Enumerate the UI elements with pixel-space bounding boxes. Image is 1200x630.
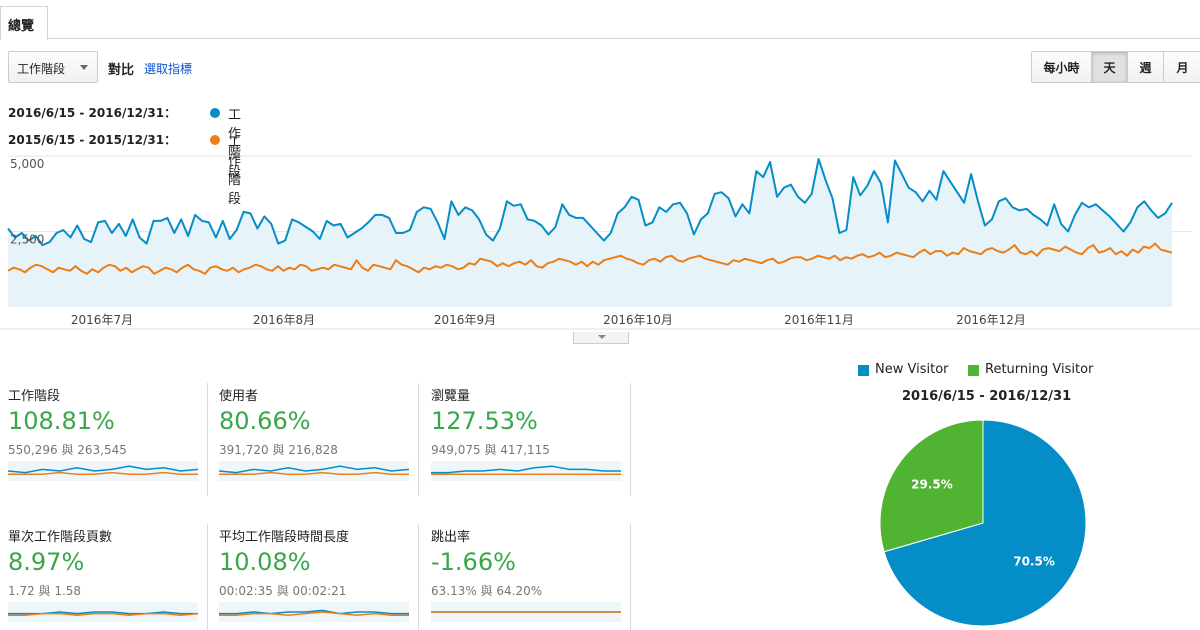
granularity-month-button[interactable]: 月 [1164,52,1200,82]
metric-dropdown[interactable]: 工作階段 [8,51,98,83]
sparkline-series [8,612,198,616]
tile-values: 550,296 與 263,545 [8,443,127,457]
tile-percent-change: 10.08% [219,548,311,576]
tab-overview[interactable]: 總覽 [0,6,48,40]
vs-label: 對比 [108,63,135,78]
series-line [7,242,1173,275]
x-tick-label: 2016年11月 [784,313,854,327]
legend-row-previous: 2015/6/15 - 2015/12/31： 工作階段 [8,131,241,207]
x-tick-label: 2016年10月 [603,313,673,327]
tile-divider [207,524,208,630]
metric-tile-pageviews[interactable]: 瀏覽量 127.53% 949,075 與 417,115 [431,385,631,500]
granularity-day-button[interactable]: 天 [1092,52,1128,82]
granularity-week-button[interactable]: 週 [1128,52,1164,82]
tile-title: 單次工作階段頁數 [8,530,113,545]
tile-title: 瀏覽量 [431,389,471,404]
metric-tile-users[interactable]: 使用者 80.66% 391,720 與 216,828 [219,385,419,500]
x-tick-label: 2016年9月 [434,313,496,327]
chevron-down-icon [598,335,606,339]
legend-swatch-icon [858,365,869,376]
sparkline-area [8,461,198,481]
tile-title: 跳出率 [431,530,471,545]
tile-title: 平均工作階段時間長度 [219,530,350,545]
series-dot-icon [210,108,220,118]
tile-divider [630,383,631,496]
tile-values: 391,720 與 216,828 [219,443,338,457]
chart-toolbar: 工作階段 對比 選取指標 每小時 天 週 月 [8,51,1200,83]
tile-divider [630,524,631,630]
tile-percent-change: 8.97% [8,548,85,576]
tile-sparkline [431,461,621,481]
metric-tile-sessions[interactable]: 工作階段 108.81% 550,296 與 263,545 [8,385,208,500]
tile-percent-change: 127.53% [431,407,538,435]
granularity-hourly-button[interactable]: 每小時 [1032,52,1092,82]
tile-percent-change: -1.66% [431,548,516,576]
pie-slice-label: 29.5% [911,478,953,492]
sparkline-series [219,611,409,616]
x-tick-label: 2016年8月 [253,313,315,327]
sparkline-area [431,461,621,481]
tile-sparkline [8,461,198,481]
tile-percent-change: 108.81% [8,407,115,435]
tile-values: 00:02:35 與 00:02:21 [219,584,347,598]
tile-sparkline [219,461,409,481]
legend-date-range: 2016/6/15 - 2016/12/31： [8,106,177,120]
y-tick-label: 5,000 [10,157,44,171]
tile-title: 使用者 [219,389,259,404]
legend-returning-visitor[interactable]: Returning Visitor [985,362,1094,377]
legend-row-current: 2016/6/15 - 2016/12/31： 工作階段 [8,104,241,180]
tile-title: 工作階段 [8,389,61,404]
sparkline-series [219,465,409,474]
sessions-line-chart: 5,000 2,500 2016年7月 2016年8月 2016年9月 2016年10月 2… [0,155,1200,330]
y-tick-label: 2,500 [10,233,44,247]
metric-tile-bounce-rate[interactable]: 跳出率 -1.66% 63.13% 與 64.20% [431,526,631,630]
granularity-switcher: 每小時 天 週 月 [1031,51,1200,83]
tile-values: 949,075 與 417,115 [431,443,550,457]
chart-collapse-handle[interactable] [573,332,629,344]
tile-divider [207,383,208,496]
pie-slice[interactable] [879,419,984,553]
sparkline-series [8,465,198,474]
tile-percent-change: 80.66% [219,407,311,435]
series-line [7,158,1173,247]
legend-metric-label: 工作階段 [228,108,242,180]
tile-values: 1.72 與 1.58 [8,584,82,598]
metric-tile-pages-per-session[interactable]: 單次工作階段頁數 8.97% 1.72 與 1.58 [8,526,208,630]
tile-divider [418,524,419,630]
tile-values: 63.13% 與 64.20% [431,584,543,598]
visitor-type-pie-chart: 70.5% 29.5% [879,419,1087,627]
tile-sparkline [431,602,621,622]
sparkline-series [8,471,198,475]
tile-sparkline [8,602,198,622]
legend-metric-label: 工作階段 [228,135,242,207]
tab-bar: 總覽 [0,0,1200,40]
caret-down-icon [80,65,88,70]
sparkline-series [431,465,621,474]
legend-date-range: 2015/6/15 - 2015/12/31： [8,133,177,147]
x-tick-label: 2016年7月 [71,313,133,327]
metric-dropdown-label: 工作階段 [17,62,66,76]
pie-title: 2016/6/15 - 2016/12/31 [902,389,1072,404]
sparkline-series [219,609,409,615]
series-dot-icon [210,135,220,145]
x-tick-label: 2016年12月 [956,313,1026,327]
sparkline-series [219,471,409,475]
pie-slice[interactable] [883,419,1087,627]
metric-tile-avg-session-duration[interactable]: 平均工作階段時間長度 10.08% 00:02:35 與 00:02:21 [219,526,419,630]
tile-sparkline [219,602,409,622]
select-metric-link[interactable]: 選取指標 [144,62,193,76]
sparkline-area [219,602,409,622]
pie-slice-label: 70.5% [1013,554,1055,568]
legend-new-visitor[interactable]: New Visitor [875,362,949,377]
sparkline-area [219,461,409,481]
legend-swatch-icon [968,365,979,376]
tile-divider [418,383,419,496]
series-area [8,159,1172,307]
